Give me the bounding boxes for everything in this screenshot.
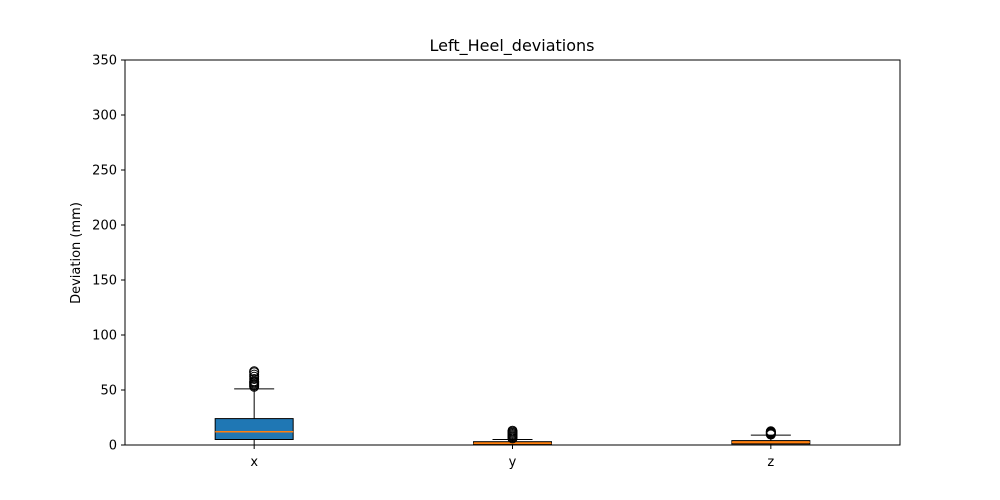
y-tick-label: 150 (92, 274, 117, 289)
y-tick-label: 0 (109, 439, 117, 454)
y-tick-label: 100 (92, 329, 117, 344)
chart-title: Left_Heel_deviations (430, 36, 595, 56)
x-tick-label: z (767, 455, 774, 470)
outlier-point (507, 425, 518, 436)
plot-frame (124, 59, 901, 446)
y-tick-label: 200 (92, 219, 117, 234)
y-tick-label: 50 (100, 384, 117, 399)
outlier-point (249, 374, 260, 384)
box-x (214, 418, 294, 441)
x-tick-label: x (250, 455, 258, 470)
outlier-point (249, 371, 260, 382)
y-tick-label: 250 (92, 164, 117, 179)
outlier-point (249, 369, 260, 380)
y-tick-label: 350 (92, 54, 117, 69)
y-axis-label: Deviation (mm) (69, 202, 84, 304)
outlier-point (765, 426, 776, 437)
x-tick-label: y (509, 455, 517, 470)
outlier-point (249, 366, 260, 377)
plot-area: 0 50 100 150 200 250 300 350 x y z (92, 54, 901, 470)
y-tick-label: 300 (92, 109, 117, 124)
